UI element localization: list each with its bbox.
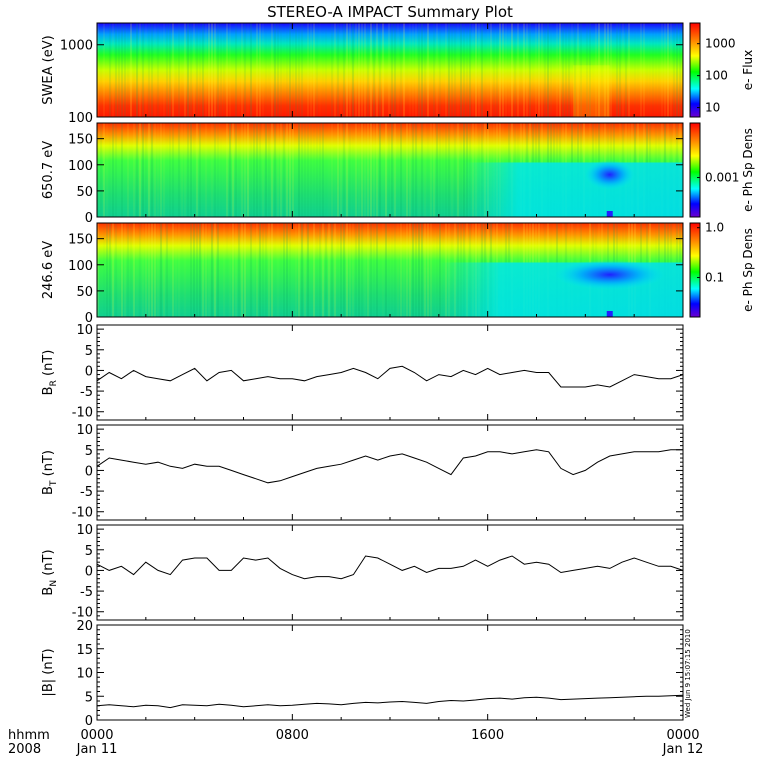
colorbar-label: e- Ph Sp Dens <box>741 228 755 312</box>
y-tick-label: 50 <box>76 185 93 200</box>
x-tick-date-label: Jan 11 <box>76 742 118 757</box>
depletion-spot <box>606 311 613 317</box>
colorbar-tick-label: 10 <box>705 101 720 115</box>
y-tick-label: 100 <box>68 111 93 126</box>
colorbar-gradient <box>689 222 701 318</box>
y-tick-label: 5 <box>85 544 93 559</box>
colorbar-swea: 1000 100 10 e- Flux <box>689 22 755 118</box>
y-tick-label: 50 <box>76 285 93 300</box>
y-tick-label: -10 <box>72 506 93 521</box>
depletion-region <box>463 162 683 217</box>
heatmap-pad650 <box>97 123 683 217</box>
panel-br: -10 -5 0 5 10 BR (nT) <box>41 323 684 421</box>
y-tick-label: 0 <box>85 714 93 729</box>
y-tick-label: 0 <box>85 464 93 479</box>
y-tick-label: -10 <box>72 606 93 621</box>
y-tick-label: 0 <box>85 211 93 226</box>
x-tick-label: 1600 <box>471 728 504 743</box>
y-axis-label: BN (nT) <box>41 549 59 595</box>
y-tick-label: 0 <box>85 311 93 326</box>
colorbar-gradient <box>689 122 701 218</box>
panel-pad650: 0.001 e- Ph Sp Dens 0 50 100 150 650.7 eV <box>41 122 755 226</box>
depletion-core <box>554 259 665 290</box>
panel-frame <box>96 324 684 421</box>
depletion-core <box>584 159 635 190</box>
y-axis-label: SWEA (eV) <box>41 35 56 104</box>
plot-title: STEREO-A IMPACT Summary Plot <box>267 3 513 21</box>
colorbar-tick-label: 0.1 <box>705 271 724 285</box>
panel-frame <box>96 624 684 721</box>
generation-stamp: Wed Jun 9 15:07:15 2010 <box>684 629 692 718</box>
y-tick-label: -5 <box>80 485 93 500</box>
y-tick-label: 5 <box>85 690 93 705</box>
y-axis-label: 246.6 eV <box>41 241 56 299</box>
colorbar-tick-label: 1000 <box>705 37 736 51</box>
heatmap-pad246 <box>97 223 683 317</box>
y-tick-label: 5 <box>85 344 93 359</box>
y-tick-label: 15 <box>76 643 93 658</box>
panel-bt: -10 -5 0 5 10 BT (nT) <box>41 423 684 521</box>
y-tick-label: -10 <box>72 406 93 421</box>
x-tick-label: 0000 <box>80 728 113 743</box>
y-tick-label: 5 <box>85 444 93 459</box>
series-line-br <box>96 365 684 388</box>
y-axis-label: 650.7 eV <box>41 141 56 199</box>
colorbar-label: e- Ph Sp Dens <box>741 128 755 212</box>
time-axis-label-hhmm: hhmm <box>8 728 50 743</box>
heatmap-swea <box>97 23 683 117</box>
y-tick-label: 10 <box>76 323 93 338</box>
series-line-bmag <box>96 694 684 709</box>
heatmap-base <box>97 23 683 117</box>
y-tick-label: 1000 <box>60 39 93 54</box>
colorbar-tick-label: 0.001 <box>705 171 739 185</box>
series-line-bt <box>96 449 683 484</box>
colorbar-tick-label: 100 <box>705 69 728 83</box>
panel-frame <box>96 424 684 521</box>
colorbar-gradient <box>689 22 701 118</box>
y-tick-label: 10 <box>76 667 93 682</box>
y-axis-label: BR (nT) <box>41 350 59 396</box>
y-axis-label: |B| (nT) <box>41 648 56 696</box>
swea-feature <box>573 65 610 117</box>
colorbar-label: e- Flux <box>741 50 755 90</box>
y-tick-label: 100 <box>68 159 93 174</box>
y-tick-label: -5 <box>80 585 93 600</box>
x-tick-date-label: Jan 12 <box>662 742 704 757</box>
colorbar-pad650: 0.001 e- Ph Sp Dens <box>689 122 755 218</box>
y-tick-label: 100 <box>68 259 93 274</box>
x-tick-label: 0800 <box>276 728 309 743</box>
y-axis-label: BT (nT) <box>41 450 59 495</box>
y-tick-label: -5 <box>80 385 93 400</box>
y-tick-label: 150 <box>68 233 93 248</box>
y-tick-label: 20 <box>76 619 93 634</box>
panel-bn: -10 -5 0 5 10 BN (nT) <box>41 523 684 621</box>
panel-frame <box>96 524 684 621</box>
y-tick-label: 150 <box>68 133 93 148</box>
colorbar-pad246: 1.0 0.1 e- Ph Sp Dens <box>689 221 755 318</box>
y-tick-label: 0 <box>85 364 93 379</box>
y-tick-label: 0 <box>85 564 93 579</box>
panel-swea: 1000 100 10 e- Flux 100 1000 SWEA (eV) <box>41 22 755 126</box>
time-axis-label-year: 2008 <box>8 742 41 757</box>
depletion-spot <box>606 211 613 217</box>
series-line-bn <box>96 555 684 580</box>
panel-bmag: 0 5 10 15 20 |B| (nT) <box>41 619 684 729</box>
panel-pad246: 1.0 0.1 e- Ph Sp Dens 0 50 100 150 246.6 eV <box>41 221 755 326</box>
y-tick-label: 10 <box>76 523 93 538</box>
colorbar-tick-label: 1.0 <box>705 221 724 235</box>
y-tick-label: 10 <box>76 423 93 438</box>
x-tick-label: 0000 <box>666 728 699 743</box>
